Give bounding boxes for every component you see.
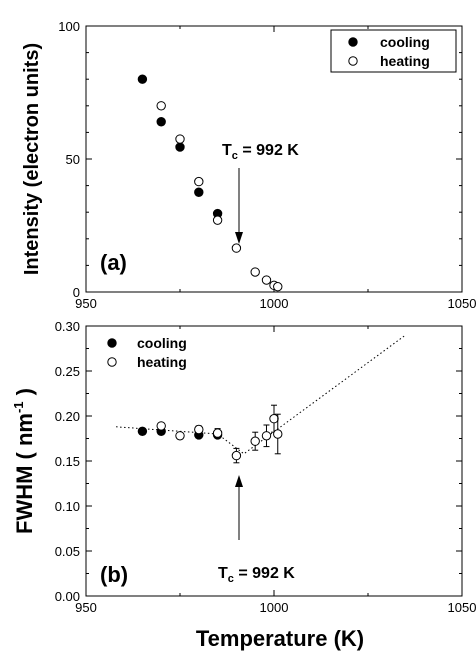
- data-point-cooling: [194, 187, 204, 197]
- points-b: [137, 404, 283, 464]
- panel-a: 950 1000 1050 0 50 100 Intensity (electron un…: [21, 19, 476, 311]
- legend-marker-heating-a: [348, 56, 358, 66]
- x-tick-label-b: 1000: [260, 600, 289, 615]
- data-point-heating: [261, 431, 272, 441]
- x-tick-label-a: 950: [75, 296, 97, 311]
- data-point-heating: [175, 134, 185, 144]
- y-axis-title-a: Intensity (electron units): [21, 43, 43, 275]
- legend-label-heating-b: heating: [137, 354, 187, 370]
- y-tick-label-a: 100: [58, 19, 80, 34]
- trend-line-b: [116, 334, 406, 455]
- y-tick-label-b: 0.15: [55, 454, 80, 469]
- x-tick-label-b: 1050: [448, 600, 476, 615]
- x-tick-label-a: 1000: [260, 296, 289, 311]
- y-tick-label-b: 0.20: [55, 409, 80, 424]
- tc-value-a: = 992 K: [238, 142, 299, 159]
- y-tick-label-a: 50: [66, 152, 80, 167]
- data-point-heating: [250, 267, 260, 277]
- data-point-heating: [194, 424, 204, 435]
- data-point-heating: [212, 428, 223, 438]
- data-point-heating: [194, 176, 204, 187]
- y-tick-label-b: 0.10: [55, 499, 80, 514]
- tc-symbol-a: T: [222, 142, 232, 159]
- data-point-heating: [231, 450, 242, 461]
- data-point-cooling: [137, 426, 148, 436]
- tc-value-b: = 992 K: [234, 565, 295, 582]
- data-point-cooling: [175, 142, 185, 152]
- ticks-a: 950 1000 1050 0 50 100: [58, 19, 476, 311]
- y-tick-label-b: 0.05: [55, 544, 80, 559]
- panel-label-b: (b): [100, 562, 128, 587]
- ticks-b: 950 1000 1050 0.00 0.05 0.10 0.15 0.20 0.25 0.30: [55, 319, 476, 615]
- y-axis-title-b: FWHM ( nm-1 ): [11, 388, 37, 534]
- data-point-heating: [212, 215, 223, 225]
- tc-annotation-b: Tc = 992 K: [218, 565, 295, 585]
- panel-label-a: (a): [100, 250, 127, 275]
- y-axis-title-b-sup: -1: [11, 401, 26, 413]
- legend-label-cooling-b: cooling: [137, 335, 187, 351]
- y-tick-label-b: 0.00: [55, 589, 80, 604]
- data-point-heating: [175, 431, 185, 441]
- x-tick-label-b: 950: [75, 600, 97, 615]
- legend-b: cooling heating: [107, 335, 187, 370]
- tc-annotation-a: Tc = 992 K: [222, 142, 299, 162]
- data-point-cooling: [156, 117, 166, 127]
- data-point-heating: [273, 281, 283, 292]
- legend-label-cooling-a: cooling: [380, 34, 430, 50]
- tc-arrowhead-a: [235, 232, 243, 244]
- data-point-heating: [261, 275, 272, 285]
- points-a: [137, 74, 283, 292]
- data-point-cooling: [137, 74, 148, 84]
- y-axis-title-b-main: FWHM ( nm: [12, 413, 37, 534]
- x-axis-title: Temperature (K): [196, 626, 364, 651]
- y-tick-label-a: 0: [73, 285, 80, 300]
- x-tick-label-a: 1050: [448, 296, 476, 311]
- data-point-heating: [269, 414, 279, 424]
- panel-b: 950 1000 10500.000.050.100.150.200.250.30 …: [11, 319, 476, 615]
- data-point-heating: [156, 101, 166, 111]
- tc-symbol-b: T: [218, 565, 228, 582]
- data-point-heating: [273, 429, 283, 439]
- legend-marker-cooling-a: [348, 37, 358, 47]
- legend-label-heating-a: heating: [380, 53, 430, 69]
- data-point-heating: [250, 436, 260, 446]
- y-tick-label-b: 0.25: [55, 364, 80, 379]
- data-point-heating: [156, 421, 166, 431]
- tc-arrowhead-b: [235, 475, 243, 487]
- legend-a: cooling heating: [330, 29, 457, 73]
- legend-marker-heating-b: [107, 357, 117, 367]
- y-axis-title-b-end: ): [12, 388, 37, 401]
- legend-marker-cooling-b: [107, 338, 117, 348]
- tc-subscript-a: c: [232, 150, 238, 162]
- data-point-heating: [231, 243, 242, 253]
- tc-subscript-b: c: [228, 573, 234, 585]
- y-tick-label-b: 0.30: [55, 319, 80, 334]
